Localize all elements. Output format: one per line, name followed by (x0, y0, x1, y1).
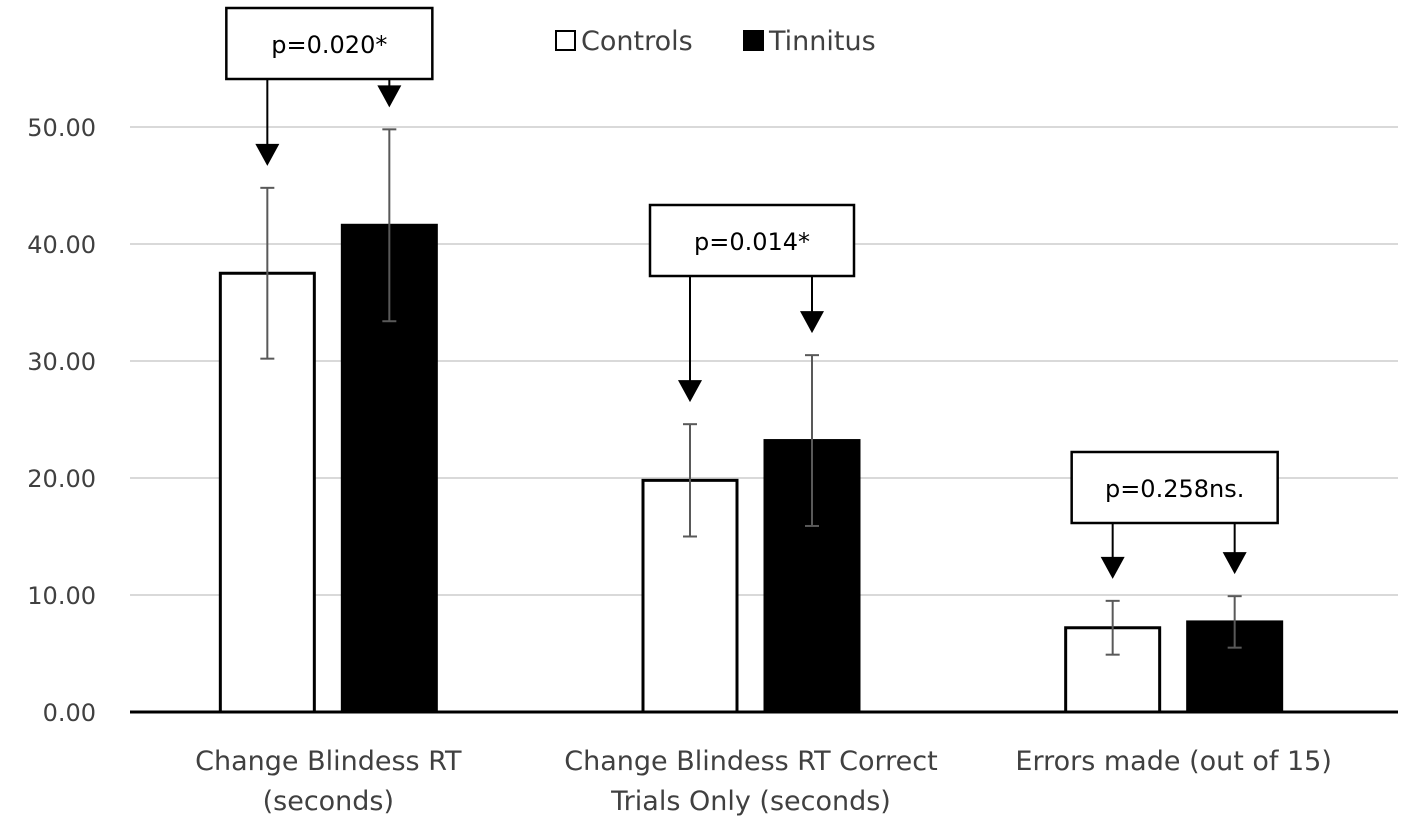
y-tick-label: 30.00 (27, 348, 96, 376)
x-category-label: Trials Only (seconds) (610, 786, 891, 817)
annotation-box (1070, 450, 1279, 525)
legend: Controls Tinnitus (555, 26, 876, 57)
x-axis-category-labels: Change Blindess RT (seconds) Change Blinde… (195, 746, 1332, 817)
p-value-label: p=0.258ns. (1105, 475, 1244, 503)
p-value-label: p=0.020* (271, 31, 387, 59)
annotation-arrow-head (255, 143, 280, 166)
y-tick-label: 20.00 (27, 465, 96, 493)
x-category-label: Errors made (out of 15) (1015, 746, 1331, 777)
p-value-label: p=0.014* (694, 228, 810, 256)
x-category-label: Change Blindess RT (195, 746, 462, 777)
x-category-label: (seconds) (263, 786, 394, 817)
p-value-annotations: p=0.020* p=0.014* p=0.258ns. (225, 6, 1279, 579)
bars (218, 223, 1284, 714)
y-tick-label: 0.00 (43, 699, 96, 727)
annotation-arrow-head (678, 380, 702, 403)
y-tick-label: 10.00 (27, 582, 96, 610)
legend-label: Tinnitus (768, 26, 876, 57)
legend-swatch-tinnitus (743, 30, 764, 51)
error-bars (260, 128, 1242, 656)
y-tick-label: 40.00 (27, 231, 96, 259)
annotation-arrow-head (800, 311, 824, 334)
annotation-box (225, 6, 434, 81)
legend-swatch-controls (555, 30, 576, 51)
annotation-arrow-head (1100, 556, 1125, 579)
y-tick-label: 50.00 (27, 114, 96, 142)
annotation-arrow-head (1222, 552, 1247, 575)
y-axis-tick-labels: 0.00 10.00 20.00 30.00 40.00 50.00 (27, 114, 96, 727)
annotation-arrow-head (377, 85, 402, 108)
legend-label: Controls (581, 26, 693, 57)
x-category-label: Change Blindess RT Correct (564, 746, 937, 777)
annotation-box (648, 203, 856, 278)
